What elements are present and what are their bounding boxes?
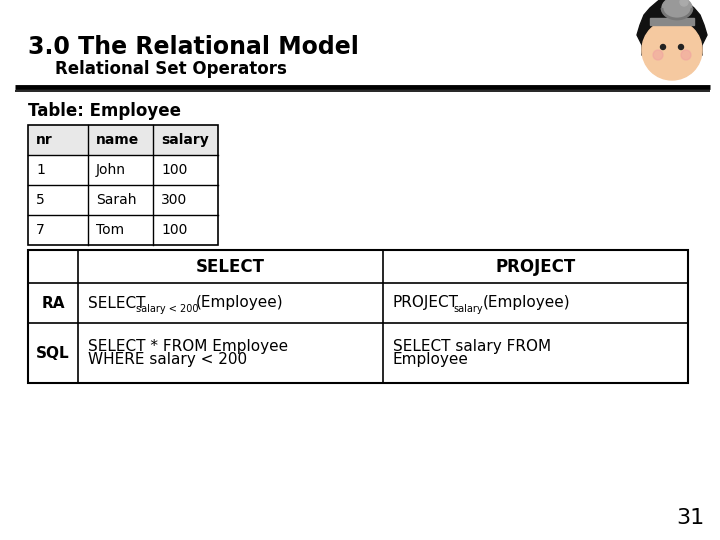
- Text: WHERE salary < 200: WHERE salary < 200: [88, 352, 247, 367]
- Text: (Employee): (Employee): [483, 295, 571, 310]
- Text: salary: salary: [161, 133, 209, 147]
- Text: RA: RA: [41, 295, 65, 310]
- Text: 31: 31: [677, 508, 705, 528]
- Circle shape: [644, 22, 700, 78]
- Bar: [153, 185, 218, 215]
- Text: 100: 100: [161, 223, 187, 237]
- Bar: [28, 155, 88, 185]
- Bar: [153, 155, 218, 185]
- Circle shape: [653, 50, 663, 60]
- Circle shape: [642, 20, 702, 80]
- Polygon shape: [637, 0, 707, 60]
- Text: John: John: [96, 163, 126, 177]
- Text: PROJECT: PROJECT: [393, 295, 459, 310]
- Bar: [650, 18, 694, 25]
- Text: SELECT: SELECT: [196, 258, 265, 275]
- Text: salary: salary: [453, 304, 482, 314]
- Text: PROJECT: PROJECT: [495, 258, 575, 275]
- Bar: [28, 185, 88, 215]
- Text: 7: 7: [36, 223, 45, 237]
- Bar: [88, 215, 153, 245]
- Text: Employee: Employee: [393, 352, 469, 367]
- Circle shape: [681, 50, 691, 60]
- Text: SELECT * FROM Employee: SELECT * FROM Employee: [88, 339, 288, 354]
- Text: 3.0 The Relational Model: 3.0 The Relational Model: [28, 35, 359, 59]
- Text: 5: 5: [36, 193, 45, 207]
- Bar: [28, 250, 688, 383]
- Bar: [153, 215, 218, 245]
- Circle shape: [660, 44, 665, 50]
- Bar: [88, 185, 153, 215]
- Bar: [28, 125, 88, 155]
- Text: SELECT salary FROM: SELECT salary FROM: [393, 339, 551, 354]
- Text: salary < 200: salary < 200: [136, 304, 199, 314]
- Text: nr: nr: [36, 133, 53, 147]
- Text: Tom: Tom: [96, 223, 124, 237]
- Text: 100: 100: [161, 163, 187, 177]
- Circle shape: [678, 44, 683, 50]
- Bar: [88, 125, 153, 155]
- Bar: [88, 155, 153, 185]
- Text: 1: 1: [36, 163, 45, 177]
- Bar: [28, 215, 88, 245]
- Bar: [153, 125, 218, 155]
- Circle shape: [680, 0, 688, 6]
- Text: 300: 300: [161, 193, 187, 207]
- Bar: [28, 125, 88, 155]
- Text: (Employee): (Employee): [196, 295, 284, 310]
- Text: SQL: SQL: [36, 346, 70, 361]
- Text: SELECT: SELECT: [88, 295, 145, 310]
- Bar: [28, 250, 688, 383]
- Ellipse shape: [662, 0, 692, 19]
- Bar: [88, 125, 153, 155]
- Bar: [153, 125, 218, 155]
- Text: Sarah: Sarah: [96, 193, 137, 207]
- Bar: [28, 125, 218, 245]
- Text: Relational Set Operators: Relational Set Operators: [55, 60, 287, 78]
- Text: name: name: [96, 133, 139, 147]
- Text: Table: Employee: Table: Employee: [28, 102, 181, 120]
